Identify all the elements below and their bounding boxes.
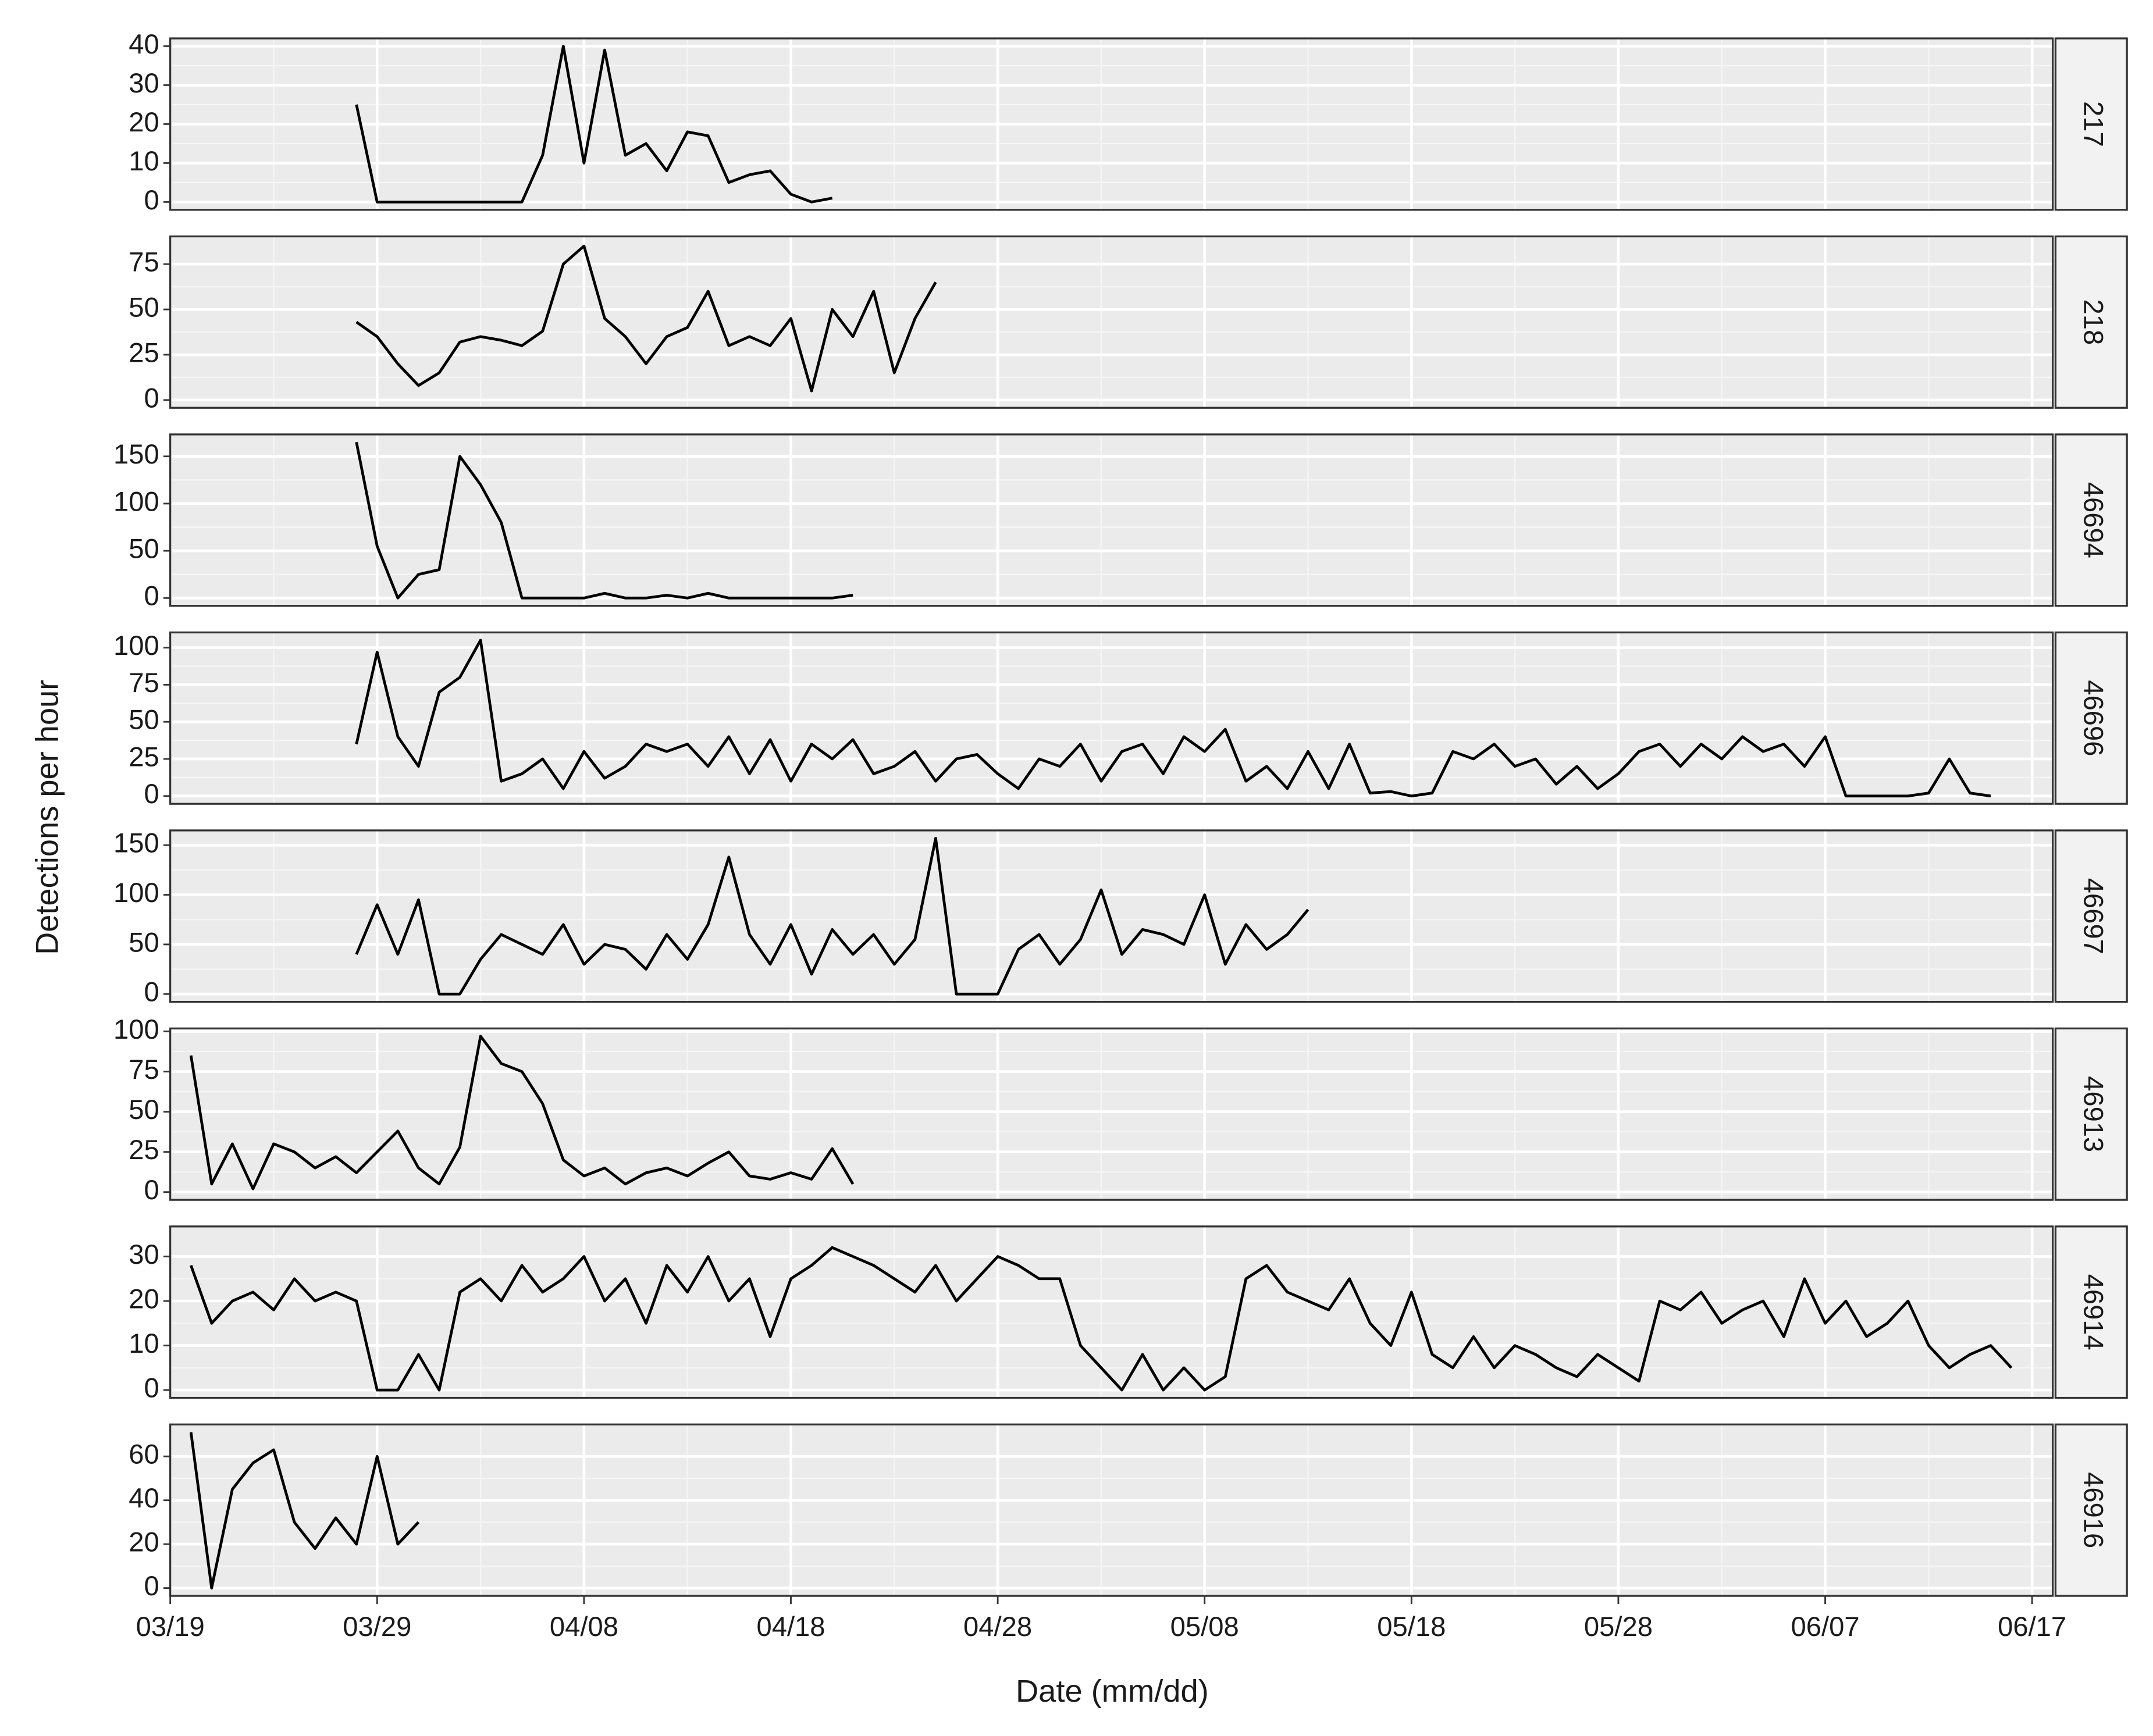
x-tick-label: 04/18	[756, 1611, 825, 1642]
strip	[2054, 433, 2128, 607]
y-tick-label: 150	[113, 828, 159, 858]
x-tick-label: 05/28	[1584, 1611, 1653, 1642]
strip-label: 46694	[2078, 482, 2109, 558]
panel-background	[170, 434, 2053, 606]
y-tick-label: 0	[144, 1174, 159, 1205]
y-tick-label: 100	[113, 877, 159, 908]
y-tick-label: 50	[129, 926, 159, 957]
y-tick-label: 25	[129, 741, 159, 772]
x-tick-label: 04/28	[963, 1611, 1032, 1642]
y-tick-label: 0	[144, 1570, 159, 1601]
y-tick-label: 50	[129, 533, 159, 564]
series-line	[355, 441, 853, 600]
panel-border	[169, 1027, 2054, 1201]
x-tick-label: 06/17	[1998, 1611, 2066, 1642]
y-tick-label: 50	[129, 292, 159, 323]
y-tick-label: 25	[129, 1134, 159, 1165]
y-tick-label: 60	[129, 1439, 159, 1470]
series-line	[355, 244, 937, 393]
strip	[2054, 1423, 2128, 1597]
y-tick-label: 0	[144, 184, 159, 215]
strip-label: 46916	[2078, 1472, 2109, 1548]
strip	[2054, 631, 2128, 805]
strip	[2054, 1225, 2128, 1399]
y-tick-label: 100	[113, 1014, 159, 1045]
panel-background	[170, 1424, 2053, 1596]
series-line	[190, 1246, 2013, 1392]
y-tick-label: 75	[129, 247, 159, 277]
y-tick-label: 20	[129, 1284, 159, 1314]
panel-background	[170, 236, 2053, 408]
y-tick-label: 150	[113, 439, 159, 469]
panel-border	[169, 829, 2054, 1003]
series-line	[189, 1432, 420, 1589]
y-tick-label: 75	[129, 1054, 159, 1085]
strip	[2054, 829, 2128, 1003]
y-tick-label: 10	[129, 145, 159, 176]
series-line	[189, 1035, 855, 1190]
y-tick-label: 75	[129, 667, 159, 698]
y-tick-label: 0	[144, 382, 159, 413]
strip-label: 46697	[2078, 878, 2109, 954]
x-axis-title: Date (mm/dd)	[1016, 1674, 1209, 1709]
panel-border	[169, 37, 2054, 211]
strip-label: 46914	[2078, 1274, 2109, 1350]
strip	[2054, 235, 2128, 409]
strip-label: 46696	[2078, 680, 2109, 756]
y-tick-label: 0	[144, 778, 159, 809]
panel-background	[170, 1028, 2053, 1200]
strip-label: 218	[2078, 300, 2109, 345]
panel-border	[169, 631, 2054, 805]
y-tick-label: 0	[144, 580, 159, 611]
x-tick-label: 04/08	[550, 1611, 618, 1642]
panel-border	[169, 1225, 2054, 1399]
y-tick-label: 10	[129, 1328, 159, 1359]
panel-border	[169, 235, 2054, 409]
strip	[2054, 1027, 2128, 1201]
x-tick-label: 03/29	[343, 1611, 411, 1642]
series-line	[355, 836, 1309, 996]
series-line	[355, 639, 1991, 798]
y-tick-label: 100	[113, 486, 159, 516]
x-tick-label: 03/19	[136, 1611, 205, 1642]
panel-border	[169, 1423, 2054, 1597]
y-tick-label: 20	[129, 1527, 159, 1557]
x-tick-label: 06/07	[1791, 1611, 1859, 1642]
y-tick-label: 40	[129, 28, 159, 59]
panel-border	[169, 433, 2054, 607]
strip-label: 217	[2078, 101, 2109, 147]
strip-label: 46913	[2078, 1076, 2109, 1152]
y-tick-label: 50	[129, 1094, 159, 1125]
y-tick-label: 20	[129, 106, 159, 137]
y-tick-label: 100	[113, 630, 159, 661]
series-line	[355, 45, 833, 204]
y-tick-label: 25	[129, 337, 159, 368]
y-tick-label: 50	[129, 704, 159, 735]
panel-background	[170, 830, 2053, 1002]
y-tick-label: 0	[144, 1373, 159, 1403]
strip	[2054, 37, 2128, 211]
y-tick-label: 30	[129, 1239, 159, 1270]
x-tick-label: 05/18	[1377, 1611, 1446, 1642]
y-axis-title: Detections per hour	[30, 680, 65, 955]
y-tick-label: 30	[129, 67, 159, 98]
y-tick-label: 0	[144, 976, 159, 1007]
y-tick-label: 40	[129, 1482, 159, 1513]
x-tick-label: 05/08	[1170, 1611, 1239, 1642]
